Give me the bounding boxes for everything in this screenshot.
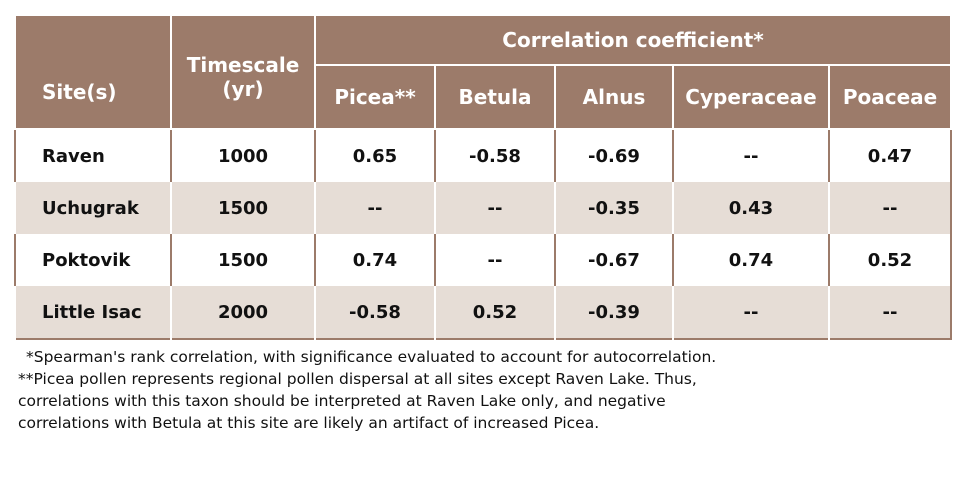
table-row: Uchugrak 1500 -- -- -0.35 0.43 --	[14, 182, 952, 234]
correlation-cell: -0.69	[554, 129, 673, 182]
footnote-picea-cont-2: correlations with Betula at this site ar…	[18, 414, 600, 432]
timescale-cell: 1500	[170, 182, 315, 234]
correlation-cell: 0.52	[827, 234, 952, 286]
header-site: Site(s)	[14, 14, 172, 130]
correlation-cell: 0.52	[434, 286, 555, 339]
correlation-cell: 0.47	[827, 129, 952, 182]
timescale-cell: 1500	[170, 234, 315, 286]
header-taxon: Poaceae	[827, 64, 953, 130]
header-timescale: Timescale (yr)	[170, 14, 316, 130]
header-taxon: Betula	[434, 64, 556, 130]
correlation-cell: --	[314, 182, 435, 234]
header-taxon: Cyperaceae	[672, 64, 830, 130]
correlation-cell: --	[827, 286, 952, 339]
site-cell: Uchugrak	[14, 182, 171, 234]
correlation-cell: -0.67	[554, 234, 673, 286]
correlation-cell: --	[827, 182, 952, 234]
footnote-picea-cont-1: correlations with this taxon should be i…	[18, 392, 666, 410]
table-row: Little Isac 2000 -0.58 0.52 -0.39 -- --	[14, 286, 952, 339]
footnotes: *Spearman's rank correlation, with signi…	[18, 346, 717, 434]
header-taxon: Alnus	[554, 64, 674, 130]
footnote-picea: **Picea pollen represents regional polle…	[18, 370, 697, 388]
correlation-cell: -0.35	[554, 182, 673, 234]
correlation-cell: 0.74	[672, 234, 829, 286]
timescale-cell: 1000	[170, 129, 315, 182]
correlation-cell: -0.58	[434, 129, 555, 182]
correlation-cell: 0.65	[314, 129, 435, 182]
correlation-cell: --	[672, 286, 829, 339]
timescale-cell: 2000	[170, 286, 315, 339]
correlation-cell: 0.43	[672, 182, 829, 234]
site-cell: Raven	[14, 129, 171, 182]
correlation-table: Site(s) Timescale (yr) Correlation coeff…	[14, 14, 953, 340]
correlation-cell: -0.58	[314, 286, 435, 339]
correlation-cell: --	[434, 182, 555, 234]
site-cell: Poktovik	[14, 234, 171, 286]
header-taxon: Picea**	[314, 64, 436, 130]
footnote-spearman: *Spearman's rank correlation, with signi…	[26, 348, 717, 366]
correlation-cell: -0.39	[554, 286, 673, 339]
table-row: Poktovik 1500 0.74 -- -0.67 0.74 0.52	[14, 234, 952, 286]
correlation-cell: --	[434, 234, 555, 286]
table-row: Raven 1000 0.65 -0.58 -0.69 -- 0.47	[14, 129, 952, 182]
correlation-cell: 0.74	[314, 234, 435, 286]
correlation-cell: --	[672, 129, 829, 182]
site-cell: Little Isac	[14, 286, 171, 339]
header-correlation-group: Correlation coefficient*	[313, 14, 953, 66]
